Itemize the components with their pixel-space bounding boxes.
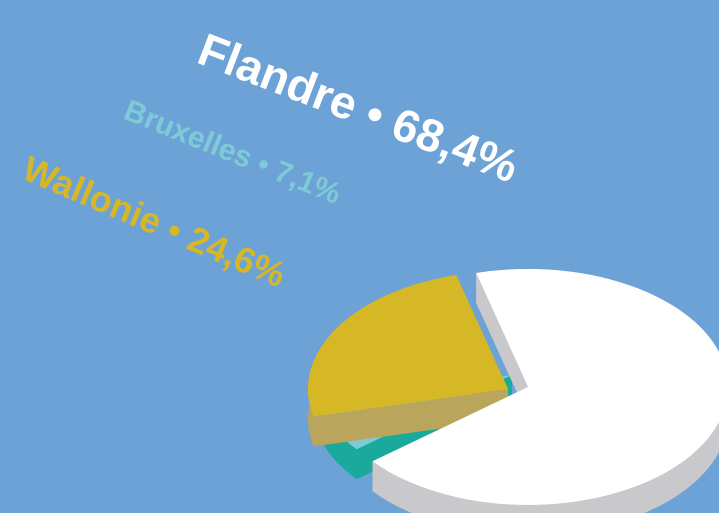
slice-wall <box>313 389 508 447</box>
pie <box>308 269 719 513</box>
separator-dot <box>368 108 382 122</box>
separator-dot <box>259 160 268 169</box>
slice-wall <box>476 273 528 417</box>
slice-side <box>372 269 719 513</box>
separator-dot <box>169 225 180 236</box>
slice <box>308 275 508 417</box>
slice <box>372 269 719 505</box>
